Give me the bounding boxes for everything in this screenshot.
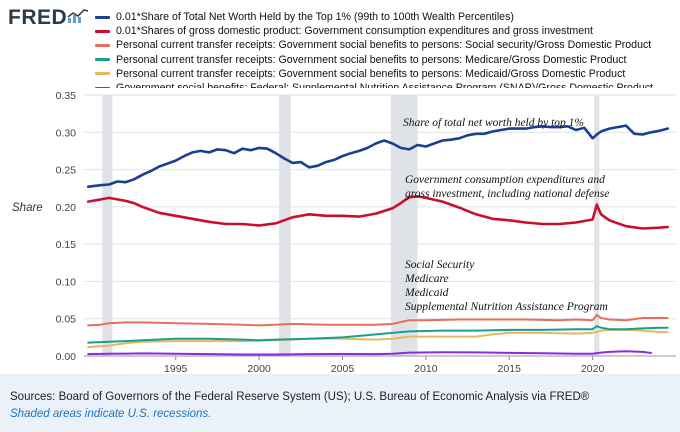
legend-item[interactable]: 0.01*Share of Total Net Worth Held by th…	[95, 10, 675, 24]
legend-item[interactable]: Personal current transfer receipts: Gove…	[95, 53, 675, 67]
fred-chart-mark-icon	[67, 9, 89, 23]
legend: 0.01*Share of Total Net Worth Held by th…	[95, 10, 675, 95]
legend-swatch	[95, 58, 110, 62]
y-tick-label: 0.05	[56, 314, 77, 326]
legend-swatch	[95, 43, 110, 47]
chart-area: 0.00 0.05 0.10 0.15 0.20 0.25 0.30 0.35 1995 2000…	[0, 88, 680, 374]
recession-band	[594, 95, 600, 356]
annotation-top1: Share of total net worth held by top 1%	[403, 117, 584, 129]
y-tick-label: 0.35	[56, 90, 77, 102]
y-tick-label: 0.20	[56, 202, 77, 214]
annotation-medicaid: Medicaid	[404, 287, 449, 299]
legend-label: Personal current transfer receipts: Gove…	[116, 67, 626, 80]
annotation-gov-line2: gross investment, including national def…	[405, 188, 609, 200]
series-line	[87, 350, 652, 356]
y-tick-label: 0.10	[56, 276, 77, 288]
annotation-medicare: Medicare	[404, 273, 449, 285]
legend-item[interactable]: 0.01*Shares of gross domestic product: G…	[95, 24, 675, 38]
recession-shading-note: Shaded areas indicate U.S. recessions.	[10, 408, 212, 420]
series-line	[86, 124, 669, 188]
recession-band	[279, 95, 291, 356]
graph-header: FRED 0.01*Share of Total Net Worth Held …	[0, 0, 680, 96]
x-tick-label: 2020	[581, 363, 605, 374]
y-tick-label: 0.00	[56, 351, 77, 363]
x-tick-label: 1995	[164, 363, 188, 374]
series-line	[86, 195, 669, 230]
chart-svg: 0.00 0.05 0.10 0.15 0.20 0.25 0.30 0.35 1995 2000…	[12, 90, 676, 374]
footer: Sources: Board of Governors of the Feder…	[0, 374, 680, 432]
legend-swatch	[95, 72, 110, 76]
x-tick-label: 2015	[498, 363, 522, 374]
annotation-social-security: Social Security	[405, 259, 475, 271]
source-note: Sources: Board of Governors of the Feder…	[10, 391, 590, 403]
x-tick-label: 2000	[247, 363, 271, 374]
y-axis-title: Share	[12, 202, 43, 214]
annotation-gov-line1: Government consumption expenditures and	[405, 174, 605, 186]
x-tick-label: 2005	[331, 363, 355, 374]
legend-item[interactable]: Personal current transfer receipts: Gove…	[95, 38, 675, 52]
series-line	[87, 328, 669, 349]
y-tick-label: 0.15	[56, 239, 77, 251]
legend-label: 0.01*Share of Total Net Worth Held by th…	[116, 11, 514, 24]
fred-logo[interactable]: FRED	[8, 6, 68, 29]
legend-label: Personal current transfer receipts: Gove…	[116, 39, 652, 52]
annotation-snap: Supplemental Nutrition Assistance Progra…	[405, 301, 608, 313]
legend-item[interactable]: Personal current transfer receipts: Gove…	[95, 67, 675, 81]
legend-label: Personal current transfer receipts: Gove…	[116, 53, 627, 66]
series-line	[87, 325, 669, 344]
x-tick-label: 2010	[414, 363, 438, 374]
series-line	[87, 314, 669, 327]
recession-band	[102, 95, 113, 356]
legend-swatch	[95, 29, 110, 33]
y-tick-label: 0.30	[56, 127, 77, 139]
recession-band	[390, 95, 418, 356]
legend-label: 0.01*Shares of gross domestic product: G…	[116, 25, 593, 38]
legend-swatch	[95, 15, 110, 19]
y-tick-label: 0.25	[56, 165, 77, 177]
